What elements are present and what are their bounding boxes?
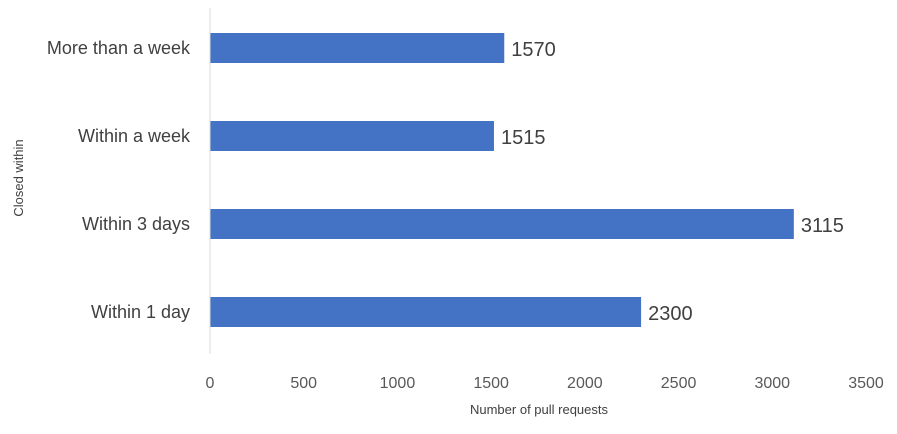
x-tick-label-3500: 3500 xyxy=(848,375,884,392)
x-tick-label-500: 500 xyxy=(290,375,317,392)
x-tick-label-1500: 1500 xyxy=(473,375,509,392)
x-axis-title: Number of pull requests xyxy=(470,402,609,417)
x-tick-label-3000: 3000 xyxy=(754,375,790,392)
x-tick-label-2500: 2500 xyxy=(661,375,697,392)
bar-within-1-day xyxy=(210,297,642,327)
data-label-within-3-days: 3115 xyxy=(801,215,844,237)
bar-more-than-a-week xyxy=(210,33,505,63)
x-tick-labels: 0 500 1000 1500 2000 2500 3000 3500 xyxy=(206,375,884,392)
bar-within-3-days xyxy=(210,209,794,239)
x-tick-label-0: 0 xyxy=(206,375,215,392)
data-label-more-than-a-week: 1570 xyxy=(511,39,555,61)
data-label-within-a-week: 1515 xyxy=(501,127,546,149)
category-label-within-3-days: Within 3 days xyxy=(82,214,190,234)
category-label-within-1-day: Within 1 day xyxy=(91,302,190,322)
bars-layer xyxy=(210,33,794,327)
category-label-more-than-a-week: More than a week xyxy=(47,38,191,58)
data-label-within-1-day: 2300 xyxy=(648,303,693,325)
x-tick-label-1000: 1000 xyxy=(380,375,416,392)
y-axis-title: Closed within xyxy=(11,139,26,216)
category-label-within-a-week: Within a week xyxy=(78,126,191,146)
labels-layer: More than a week 1570 Within a week 1515 Wit… xyxy=(47,38,844,325)
x-tick-label-2000: 2000 xyxy=(567,375,603,392)
bar-within-a-week xyxy=(210,121,494,151)
